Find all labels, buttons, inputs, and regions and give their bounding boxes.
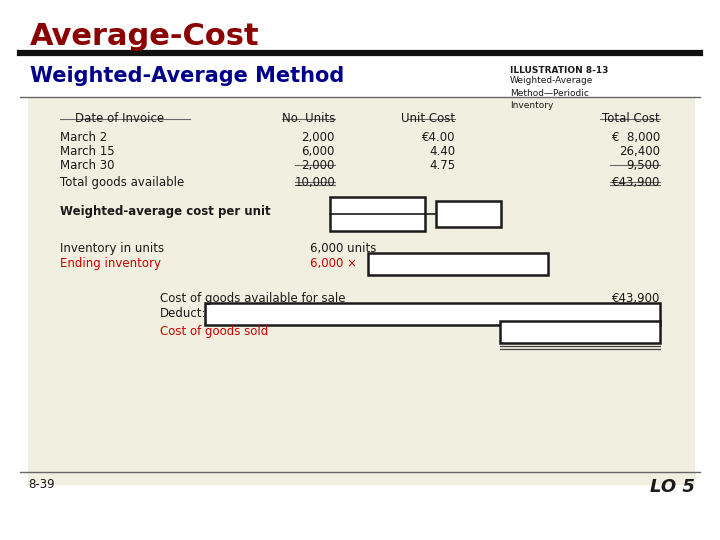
Text: 4.40: 4.40	[429, 145, 455, 158]
Text: March 2: March 2	[60, 131, 107, 144]
Text: 8-39: 8-39	[28, 478, 55, 491]
Text: Date of Invoice: Date of Invoice	[76, 112, 165, 125]
Text: Weighted-Average Method: Weighted-Average Method	[30, 66, 344, 86]
Text: 6,000 ×: 6,000 ×	[310, 257, 357, 270]
Text: LO 5: LO 5	[650, 478, 695, 496]
Text: 26,400: 26,400	[619, 145, 660, 158]
Text: Ending inventory: Ending inventory	[60, 257, 161, 270]
Text: Cost of goods sold: Cost of goods sold	[160, 325, 269, 338]
Text: Deduct:: Deduct:	[160, 307, 207, 320]
Text: €4.00: €4.00	[421, 131, 455, 144]
Text: €43,900: €43,900	[611, 176, 660, 189]
Bar	[205, 303, 660, 325]
Text: Weighted-Average
Method—Periodic
Inventory: Weighted-Average Method—Periodic Invento…	[510, 76, 593, 110]
Text: 9,500: 9,500	[626, 159, 660, 172]
Bar	[28, 98, 695, 485]
Text: 10,000: 10,000	[294, 176, 335, 189]
Text: Unit Cost: Unit Cost	[401, 112, 455, 125]
Text: March 15: March 15	[60, 145, 114, 158]
Text: ILLUSTRATION 8-13: ILLUSTRATION 8-13	[510, 66, 608, 75]
Text: Total goods available: Total goods available	[60, 176, 184, 189]
Text: Average-Cost: Average-Cost	[30, 22, 260, 51]
Text: 4.75: 4.75	[429, 159, 455, 172]
Text: 6,000 units: 6,000 units	[310, 242, 377, 255]
Text: Total Cost: Total Cost	[602, 112, 660, 125]
Bar	[330, 197, 425, 231]
Text: €43,900: €43,900	[611, 292, 660, 305]
Bar	[500, 321, 660, 343]
Text: No. Units: No. Units	[282, 112, 335, 125]
Bar	[436, 201, 501, 227]
Text: Weighted-average cost per unit: Weighted-average cost per unit	[60, 205, 271, 218]
Text: 2,000: 2,000	[302, 131, 335, 144]
Text: 6,000: 6,000	[302, 145, 335, 158]
Text: Inventory in units: Inventory in units	[60, 242, 164, 255]
Bar	[368, 253, 548, 275]
Text: €  8,000: € 8,000	[612, 131, 660, 144]
Text: March 30: March 30	[60, 159, 114, 172]
Text: Cost of goods available for sale: Cost of goods available for sale	[160, 292, 346, 305]
Text: 2,000: 2,000	[302, 159, 335, 172]
